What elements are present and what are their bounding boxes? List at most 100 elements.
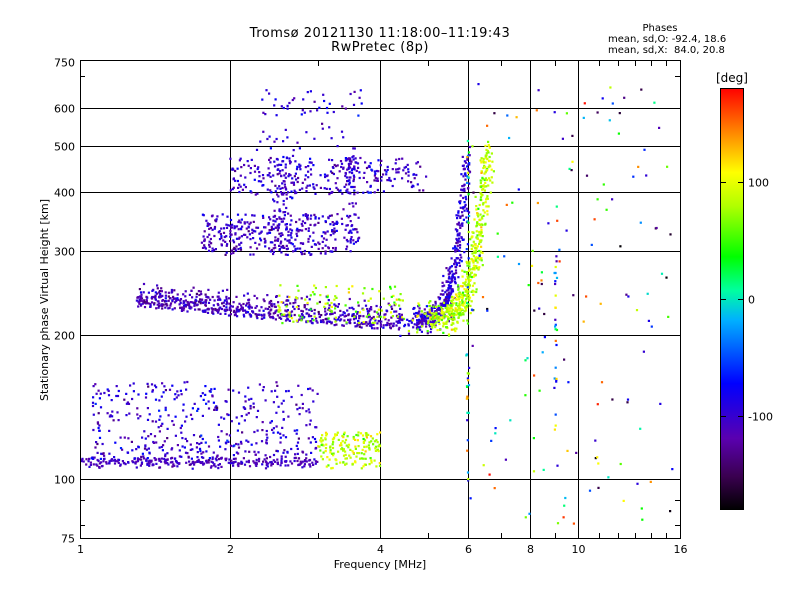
echo-point xyxy=(477,223,480,226)
echo-point xyxy=(458,224,462,227)
echo-point xyxy=(305,312,308,315)
echo-point xyxy=(252,229,255,233)
echo-point xyxy=(353,315,356,318)
echo-point xyxy=(242,302,245,306)
echo-point xyxy=(430,314,433,317)
echo-point xyxy=(92,463,95,466)
echo-point xyxy=(466,154,470,157)
echo-point xyxy=(169,304,172,307)
echo-point xyxy=(271,428,274,431)
echo-point xyxy=(416,328,419,331)
echo-point xyxy=(232,241,236,244)
echo-point xyxy=(453,313,456,316)
echo-point xyxy=(623,96,626,99)
echo-point xyxy=(480,226,483,229)
echo-point xyxy=(293,307,296,311)
echo-point xyxy=(200,241,203,244)
echo-point xyxy=(468,214,471,218)
echo-point xyxy=(479,234,482,237)
echo-point xyxy=(324,286,327,289)
echo-point xyxy=(449,287,452,290)
echo-point xyxy=(390,316,393,319)
echo-point xyxy=(347,162,350,166)
echo-point xyxy=(301,220,304,223)
echo-point xyxy=(301,451,305,454)
echo-point xyxy=(350,224,353,228)
echo-point xyxy=(289,214,292,217)
echo-point xyxy=(321,240,324,243)
echo-point xyxy=(353,185,356,189)
y-tick-label: 100 xyxy=(54,474,75,487)
echo-point xyxy=(286,451,289,454)
echo-point xyxy=(284,253,287,256)
echo-point xyxy=(422,317,425,320)
echo-point xyxy=(164,408,167,412)
echo-point xyxy=(324,252,327,255)
echo-point xyxy=(349,238,352,241)
echo-point xyxy=(424,322,427,325)
echo-point xyxy=(309,168,312,171)
echo-point xyxy=(671,468,674,471)
echo-point xyxy=(185,415,188,418)
echo-point xyxy=(460,188,463,191)
echo-point xyxy=(457,305,460,309)
echo-point xyxy=(527,284,530,287)
echo-point xyxy=(272,252,275,256)
echo-point xyxy=(356,191,359,194)
echo-point xyxy=(395,310,398,313)
echo-point xyxy=(299,242,302,245)
echo-point xyxy=(349,92,352,96)
echo-point xyxy=(145,448,148,451)
echo-point xyxy=(398,313,401,316)
echo-point xyxy=(321,434,324,437)
echo-point xyxy=(450,289,453,292)
echo-point xyxy=(538,307,541,310)
echo-point xyxy=(238,190,241,194)
echo-point xyxy=(349,318,352,321)
echo-point xyxy=(277,237,280,240)
echo-point xyxy=(524,516,527,519)
echo-point xyxy=(561,137,564,140)
echo-point xyxy=(385,173,388,176)
echo-point xyxy=(490,168,493,171)
echo-point xyxy=(184,295,187,298)
echo-point xyxy=(174,393,177,396)
echo-point xyxy=(235,442,238,446)
echo-point xyxy=(554,325,557,328)
echo-point xyxy=(314,460,317,463)
echo-point xyxy=(258,309,261,312)
echo-point xyxy=(255,305,258,308)
echo-point xyxy=(433,322,436,326)
echo-point xyxy=(194,302,197,305)
echo-point xyxy=(369,162,372,165)
echo-point xyxy=(388,176,391,180)
echo-point xyxy=(98,397,101,400)
echo-point xyxy=(463,168,466,171)
echo-point xyxy=(197,407,200,410)
echo-point xyxy=(371,287,374,291)
echo-point xyxy=(392,324,395,327)
echo-point xyxy=(154,398,158,401)
echo-point xyxy=(276,164,279,167)
echo-point xyxy=(240,166,243,169)
echo-point xyxy=(161,299,164,302)
echo-point xyxy=(554,424,557,427)
echo-point xyxy=(179,299,182,302)
echo-point xyxy=(282,155,285,159)
echo-point xyxy=(461,238,464,241)
echo-point xyxy=(292,302,295,305)
echo-point xyxy=(456,239,459,242)
echo-point xyxy=(277,163,281,166)
echo-point xyxy=(213,463,216,466)
echo-point xyxy=(329,320,332,323)
echo-point xyxy=(465,304,468,307)
echo-point xyxy=(217,435,220,439)
echo-point xyxy=(202,451,205,454)
echo-point xyxy=(428,323,431,326)
echo-point xyxy=(483,172,486,175)
echo-point xyxy=(347,216,350,219)
echo-point xyxy=(360,467,363,470)
echo-point xyxy=(293,429,296,432)
echo-point xyxy=(434,300,437,303)
echo-point xyxy=(274,226,277,229)
